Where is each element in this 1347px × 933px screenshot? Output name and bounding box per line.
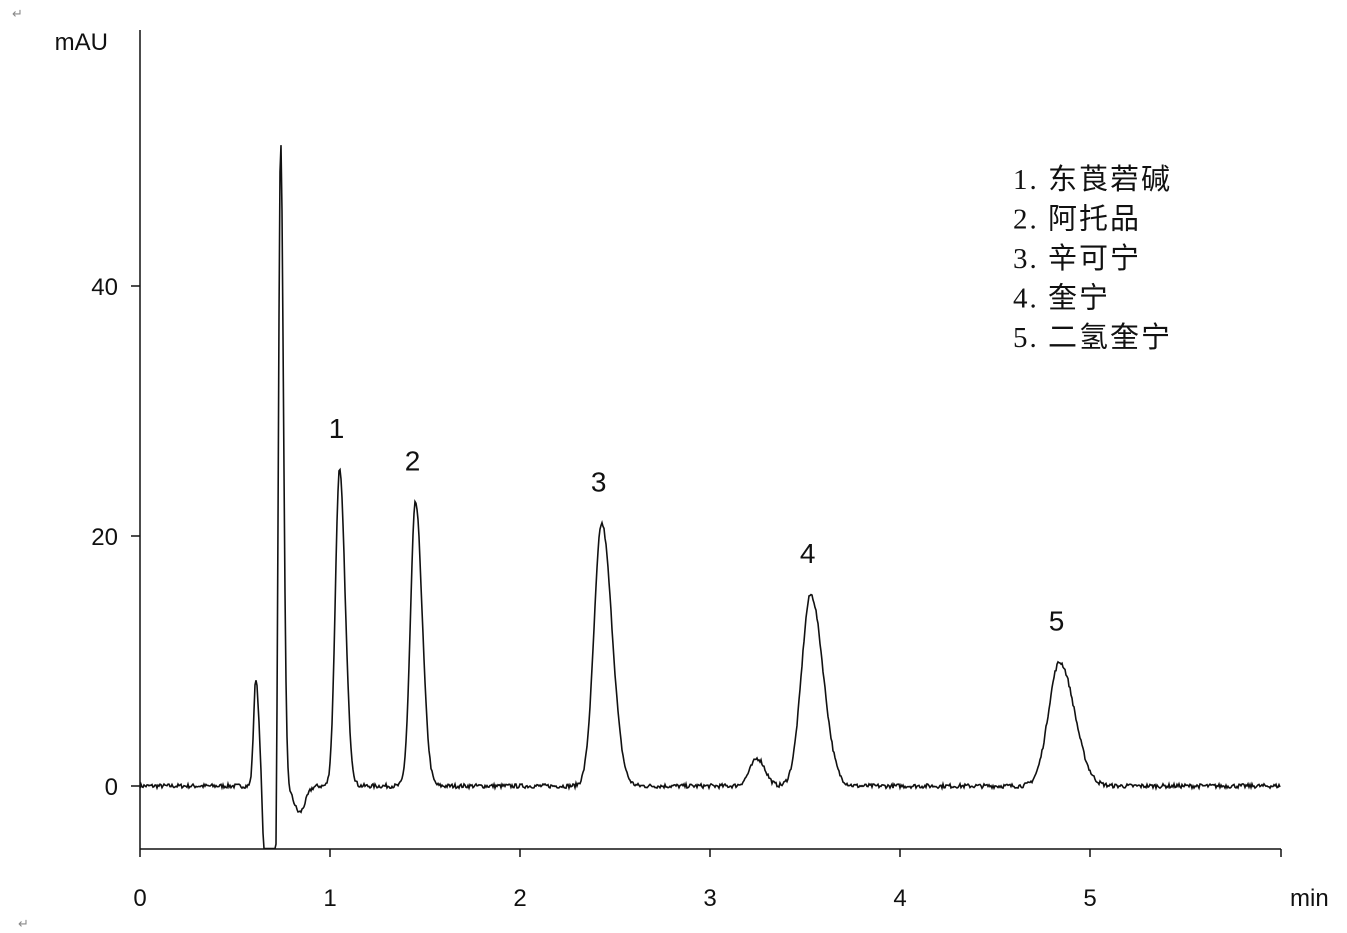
x-tick-label: 5	[1083, 885, 1096, 912]
return-mark-bottom: ↵	[18, 917, 29, 932]
x-axis-label: min	[1290, 885, 1329, 912]
peak-label: 4	[800, 538, 816, 569]
peak-label: 1	[329, 413, 345, 444]
x-tick-label: 1	[323, 885, 336, 912]
x-tick-label: 2	[513, 885, 526, 912]
peak-label: 5	[1049, 605, 1065, 636]
peak-label: 2	[405, 445, 421, 476]
legend-entry: 5. 二氢奎宁	[1013, 321, 1172, 354]
legend: 1. 东莨菪碱 2. 阿托品 3. 辛可宁 4. 奎宁 5. 二氢奎宁	[1013, 163, 1172, 354]
peak-label: 3	[591, 467, 607, 498]
y-tick-label: 20	[91, 524, 118, 551]
y-tick-label: 0	[105, 774, 118, 801]
y-axis-label: mAU	[55, 29, 108, 56]
legend-entry: 3. 辛可宁	[1013, 242, 1141, 275]
y-tick-label: 40	[91, 274, 118, 301]
chromatogram-trace	[139, 145, 1281, 850]
legend-entry: 4. 奎宁	[1013, 282, 1110, 315]
legend-entry: 1. 东莨菪碱	[1013, 163, 1172, 196]
x-tick-label: 0	[133, 885, 146, 912]
x-tick-label: 3	[703, 885, 716, 912]
legend-entry: 2. 阿托品	[1013, 203, 1141, 236]
x-tick-label: 4	[893, 885, 906, 912]
return-mark-top: ↵	[12, 7, 23, 22]
